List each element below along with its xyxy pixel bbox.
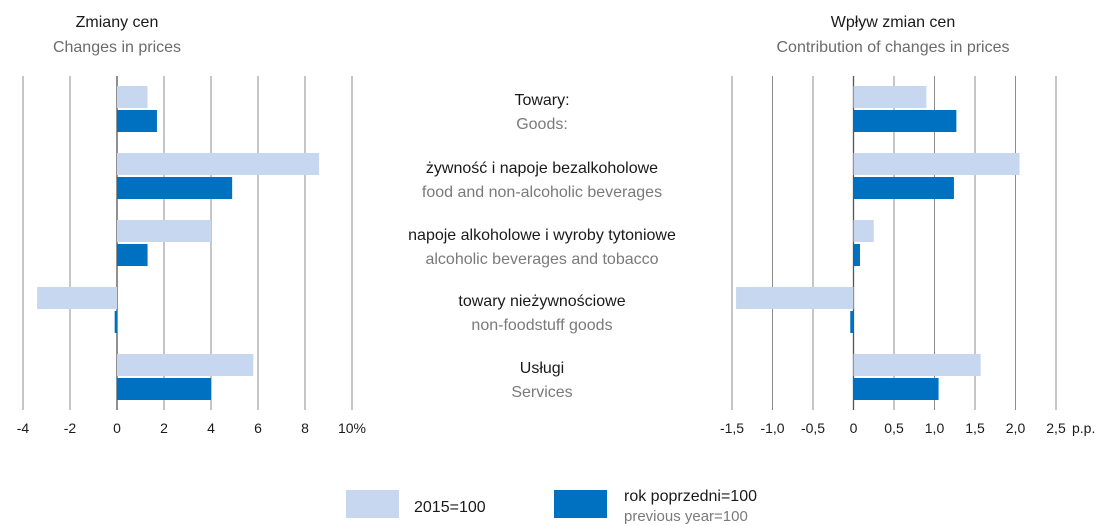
category-label-pl-goods: Towary:	[514, 92, 569, 109]
category-label-pl-alcohol: napoje alkoholowe i wyroby tytoniowe	[408, 227, 676, 244]
right-bar-base-2015	[853, 86, 927, 108]
right-bar-previous-year	[853, 177, 954, 199]
legend-swatch-2015	[346, 490, 399, 518]
left-tick-label: 2	[160, 420, 168, 436]
right-bar-base-2015	[853, 354, 981, 376]
left-bars	[37, 86, 320, 400]
right-tick-labels: -1,5 -1,0 -0,5 0 0,5 1,0 1,5 2,0 2,5	[720, 420, 1066, 436]
category-label-pl-nonfood: towary nieżywnościowe	[458, 293, 625, 310]
category-label-en-goods: Goods:	[516, 116, 568, 133]
right-tick-label: -1,0	[760, 420, 784, 436]
legend-sublabel-previous-year: previous year=100	[624, 508, 748, 525]
legend-label-previous-year: rok poprzedni=100	[624, 488, 757, 505]
right-chart-subtitle: Contribution of changes in prices	[776, 39, 1009, 56]
left-bar-previous-year	[117, 244, 148, 266]
right-tick-label: -0,5	[801, 420, 825, 436]
right-bar-base-2015	[853, 220, 874, 242]
category-label-en-services: Services	[511, 384, 572, 401]
left-bar-previous-year	[117, 378, 211, 400]
category-labels: Towary: Goods: żywność i napoje bezalkoh…	[408, 92, 676, 401]
right-tick-label: 2,5	[1046, 420, 1066, 436]
left-tick-label: 10%	[338, 420, 366, 436]
category-label-pl-food: żywność i napoje bezalkoholowe	[426, 160, 658, 177]
left-bar-base-2015	[117, 354, 254, 376]
legend-swatch-previous-year	[554, 490, 607, 518]
right-bar-previous-year	[850, 311, 854, 333]
right-unit-label: p.p.	[1072, 420, 1095, 436]
right-tick-label: 1,0	[925, 420, 945, 436]
right-bar-base-2015	[853, 153, 1020, 175]
category-label-pl-services: Usługi	[520, 360, 564, 377]
left-chart: Zmiany cen Changes in prices -4 -2 0 2 4 6 8 10…	[17, 14, 366, 436]
legend-label-2015: 2015=100	[414, 499, 486, 516]
left-tick-label: 4	[207, 420, 215, 436]
right-bar-previous-year	[853, 378, 939, 400]
right-tick-label: 0,5	[884, 420, 904, 436]
category-label-en-nonfood: non-foodstuff goods	[471, 317, 612, 334]
category-label-en-food: food and non-alcoholic beverages	[422, 184, 662, 201]
legend: 2015=100 rok poprzedni=100 previous year…	[346, 488, 757, 525]
right-tick-label: 2,0	[1006, 420, 1026, 436]
right-chart: Wpływ zmian cen Contribution of changes …	[720, 14, 1095, 436]
left-chart-subtitle: Changes in prices	[53, 39, 181, 56]
left-tick-label: -2	[64, 420, 77, 436]
left-tick-label: 0	[113, 420, 121, 436]
left-bar-base-2015	[117, 86, 148, 108]
right-bars	[736, 86, 1020, 400]
left-bar-previous-year	[117, 110, 157, 132]
right-bar-previous-year	[853, 244, 860, 266]
left-chart-title: Zmiany cen	[76, 14, 159, 31]
left-tick-label: -4	[17, 420, 30, 436]
left-bar-base-2015	[117, 220, 211, 242]
category-label-en-alcohol: alcoholic beverages and tobacco	[425, 251, 658, 268]
left-tick-label: 8	[301, 420, 309, 436]
right-tick-label: 1,5	[965, 420, 985, 436]
left-bar-previous-year	[114, 311, 117, 333]
right-bar-base-2015	[736, 287, 854, 309]
left-tick-label: 6	[254, 420, 262, 436]
right-bar-previous-year	[853, 110, 957, 132]
left-bar-base-2015	[37, 287, 117, 309]
right-tick-label: -1,5	[720, 420, 744, 436]
left-bar-base-2015	[117, 153, 320, 175]
right-tick-label: 0	[850, 420, 858, 436]
right-chart-title: Wpływ zmian cen	[831, 14, 955, 31]
left-bar-previous-year	[117, 177, 233, 199]
left-tick-labels: -4 -2 0 2 4 6 8 10%	[17, 420, 366, 436]
